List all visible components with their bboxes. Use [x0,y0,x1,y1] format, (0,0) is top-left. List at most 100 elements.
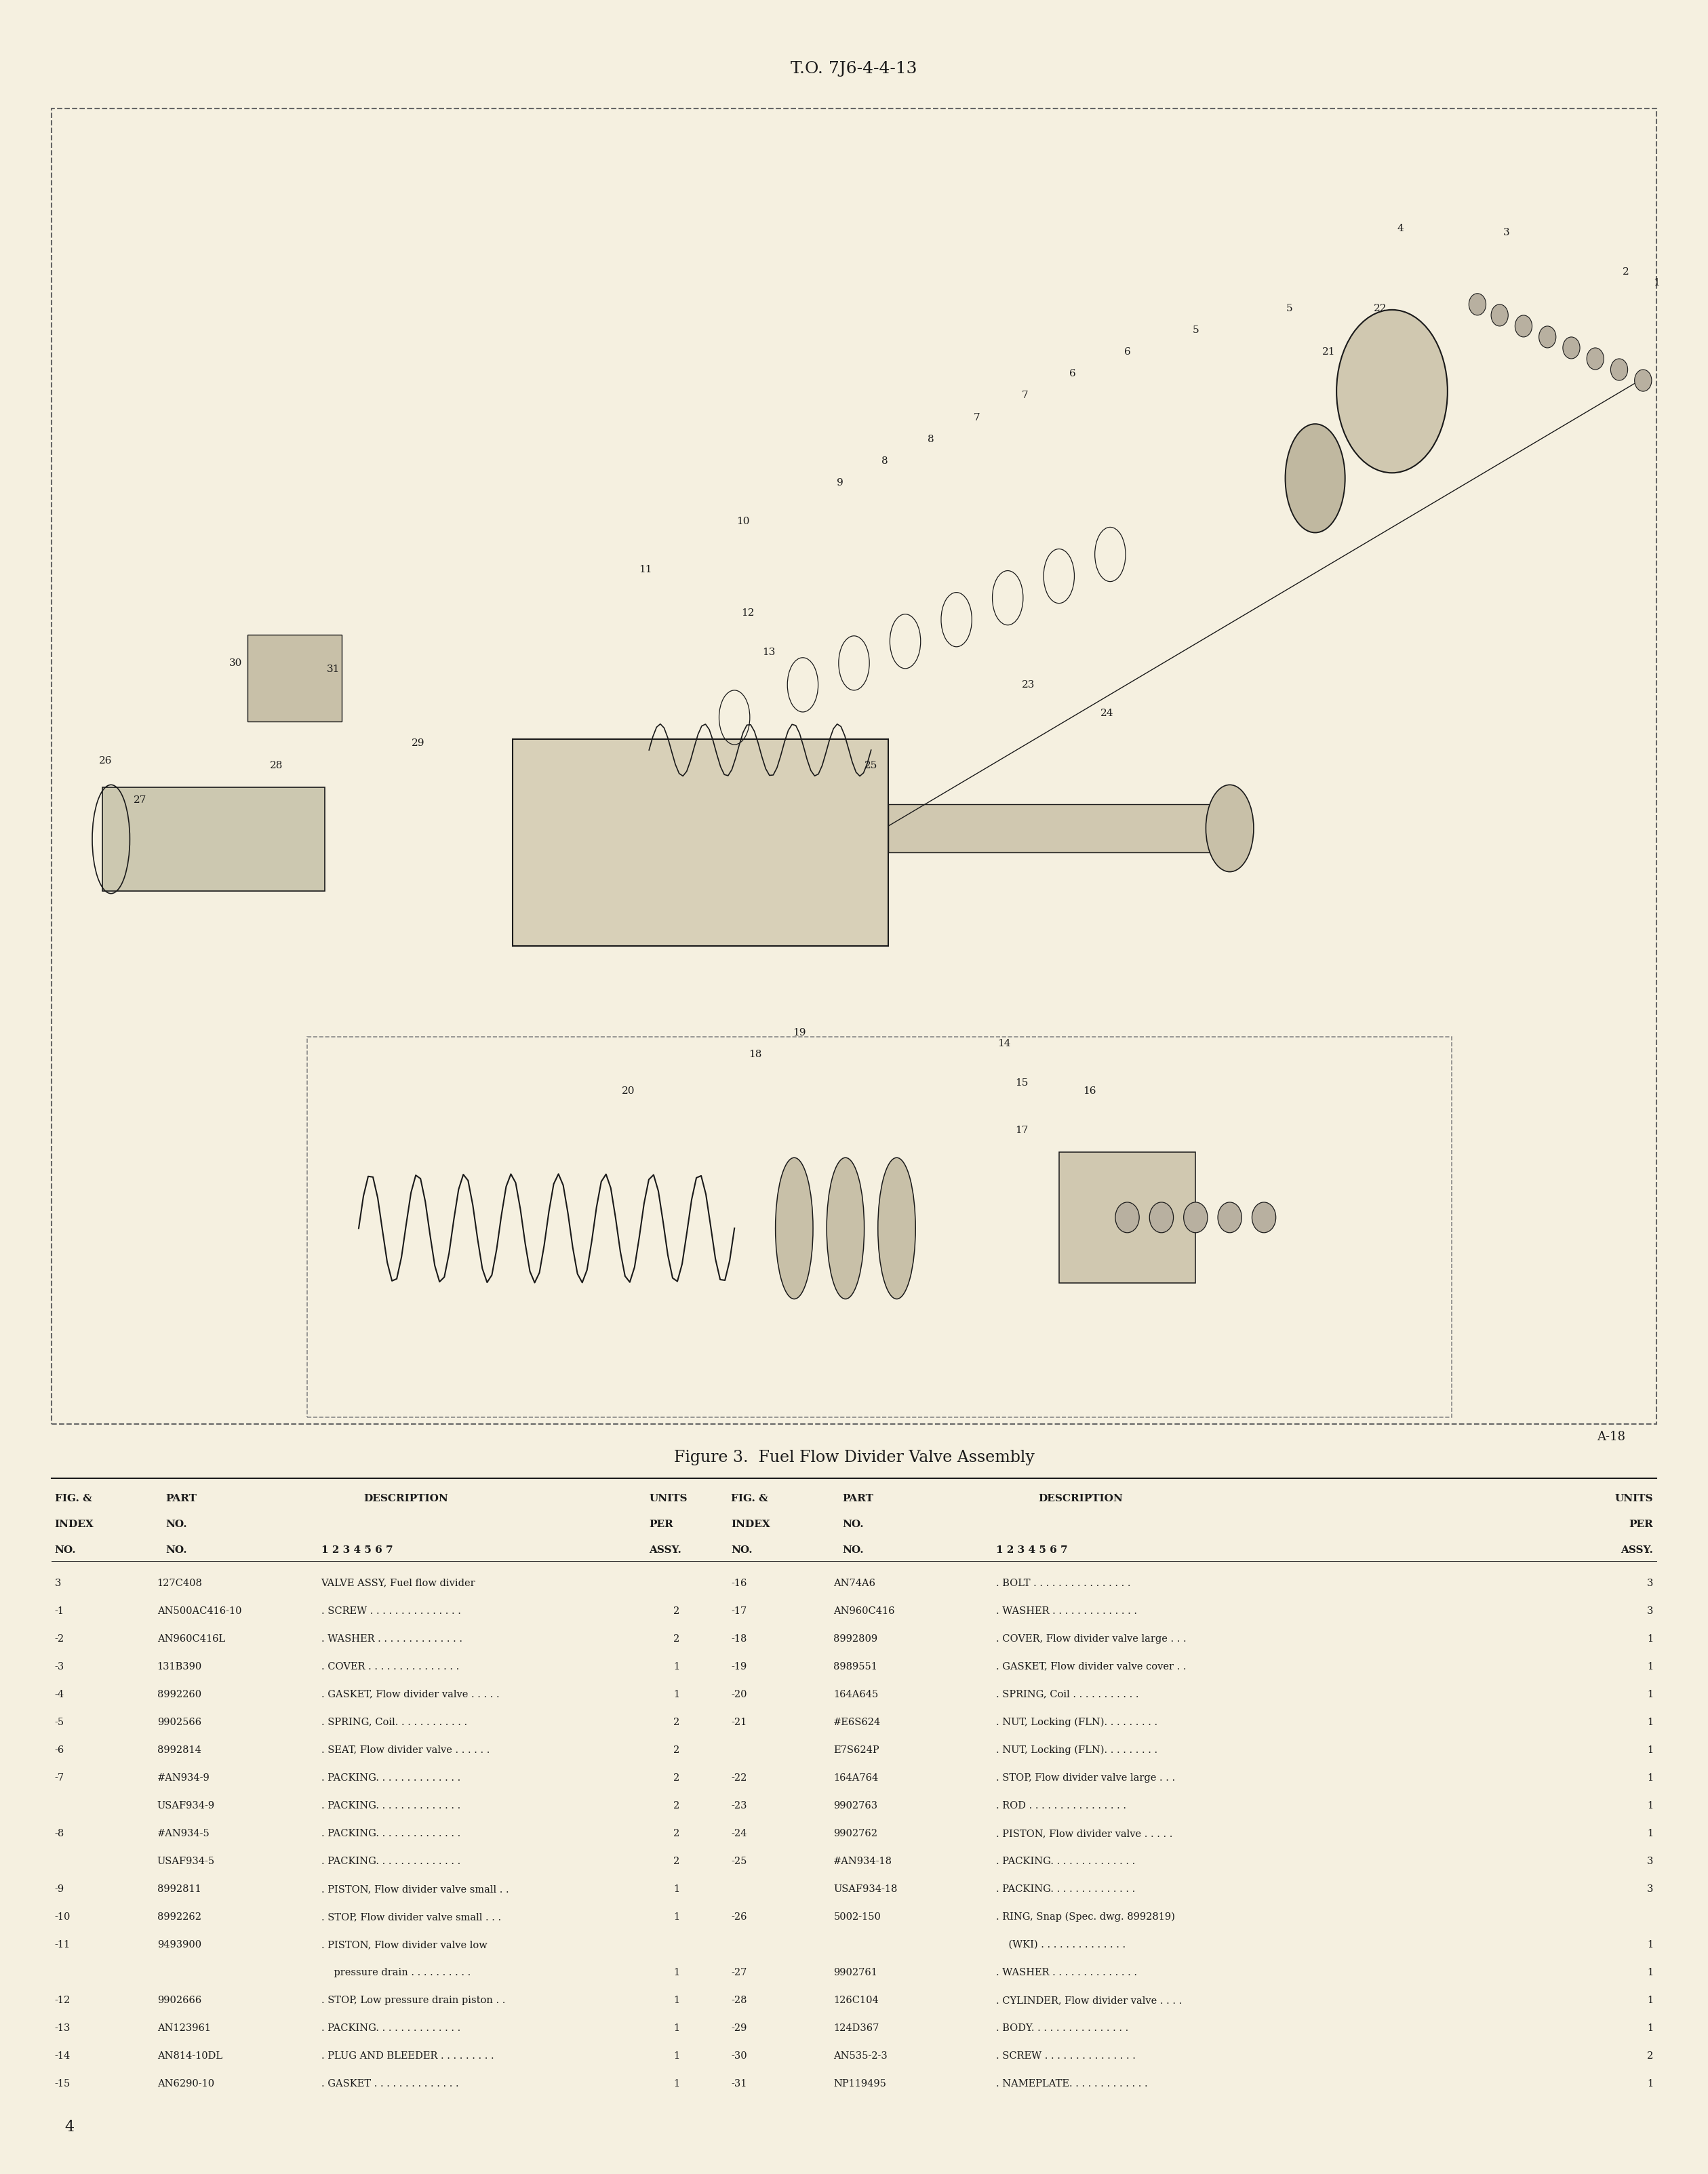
Text: NO.: NO. [55,1546,77,1554]
Text: 1 2 3 4 5 6 7: 1 2 3 4 5 6 7 [996,1546,1068,1554]
Text: 1: 1 [673,1913,680,1922]
Text: . PACKING. . . . . . . . . . . . . .: . PACKING. . . . . . . . . . . . . . [321,1774,459,1783]
Text: pressure drain . . . . . . . . . .: pressure drain . . . . . . . . . . [321,1967,470,1978]
Circle shape [1587,348,1604,370]
FancyBboxPatch shape [248,635,342,722]
Text: 8: 8 [927,435,934,443]
Text: 1: 1 [673,1996,680,2004]
Text: UNITS: UNITS [649,1494,687,1502]
Text: 164A764: 164A764 [834,1774,878,1783]
Text: . STOP, Low pressure drain piston . .: . STOP, Low pressure drain piston . . [321,1996,506,2004]
Text: 1: 1 [673,1967,680,1978]
Text: -24: -24 [731,1828,746,1839]
Text: 1: 1 [1647,1774,1653,1783]
Text: 1: 1 [1647,2024,1653,2033]
Text: 2: 2 [673,1857,680,1865]
Text: . BODY. . . . . . . . . . . . . . . .: . BODY. . . . . . . . . . . . . . . . [996,2024,1129,2033]
Text: -15: -15 [55,2078,70,2089]
Text: 4: 4 [1397,224,1404,233]
Text: . GASKET, Flow divider valve cover . .: . GASKET, Flow divider valve cover . . [996,1661,1185,1672]
Text: NO.: NO. [731,1546,753,1554]
Text: 1: 1 [1647,1746,1653,1754]
Text: 21: 21 [1322,348,1336,357]
Text: 12: 12 [741,609,755,617]
Text: . GASKET, Flow divider valve . . . . .: . GASKET, Flow divider valve . . . . . [321,1689,499,1700]
Text: NO.: NO. [166,1546,188,1554]
Text: 9: 9 [837,478,844,487]
Ellipse shape [878,1157,915,1300]
Text: 2: 2 [673,1828,680,1839]
Text: #E6S624: #E6S624 [834,1717,881,1726]
Text: 8992809: 8992809 [834,1635,878,1644]
Text: 29: 29 [412,739,425,748]
Text: 13: 13 [762,648,775,657]
Text: . PISTON, Flow divider valve small . .: . PISTON, Flow divider valve small . . [321,1885,509,1894]
Text: FIG. &: FIG. & [55,1494,92,1502]
Text: -26: -26 [731,1913,746,1922]
Text: 1: 1 [673,1885,680,1894]
Text: . PACKING. . . . . . . . . . . . . .: . PACKING. . . . . . . . . . . . . . [321,1857,459,1865]
Text: -5: -5 [55,1717,65,1726]
Text: . RING, Snap (Spec. dwg. 8992819): . RING, Snap (Spec. dwg. 8992819) [996,1913,1175,1922]
Text: 23: 23 [1021,680,1035,689]
Text: . PACKING. . . . . . . . . . . . . .: . PACKING. . . . . . . . . . . . . . [321,1800,459,1811]
Text: 8: 8 [881,457,888,465]
Text: 3: 3 [1647,1857,1653,1865]
Circle shape [1184,1202,1208,1233]
Text: . PACKING. . . . . . . . . . . . . .: . PACKING. . . . . . . . . . . . . . [996,1885,1134,1894]
Text: . STOP, Flow divider valve small . . .: . STOP, Flow divider valve small . . . [321,1913,500,1922]
Text: 20: 20 [622,1087,635,1096]
Text: 5: 5 [1192,326,1199,335]
Text: 2: 2 [673,1717,680,1726]
Text: . PACKING. . . . . . . . . . . . . .: . PACKING. . . . . . . . . . . . . . [321,1828,459,1839]
Text: 17: 17 [1015,1126,1028,1135]
Text: FIG. &: FIG. & [731,1494,769,1502]
Text: -23: -23 [731,1800,746,1811]
Text: . SEAT, Flow divider valve . . . . . .: . SEAT, Flow divider valve . . . . . . [321,1746,490,1754]
Text: ASSY.: ASSY. [1621,1546,1653,1554]
Text: 8992260: 8992260 [157,1689,202,1700]
Text: . WASHER . . . . . . . . . . . . . .: . WASHER . . . . . . . . . . . . . . [996,1967,1138,1978]
Text: -22: -22 [731,1774,746,1783]
Text: 1 2 3 4 5 6 7: 1 2 3 4 5 6 7 [321,1546,393,1554]
FancyBboxPatch shape [51,109,1657,1424]
Text: 7: 7 [974,413,980,422]
Ellipse shape [1286,424,1346,533]
Text: 9902762: 9902762 [834,1828,878,1839]
Text: -13: -13 [55,2024,70,2033]
Text: 1: 1 [673,2024,680,2033]
Text: AN123961: AN123961 [157,2024,210,2033]
Text: 8992262: 8992262 [157,1913,202,1922]
Text: ASSY.: ASSY. [649,1546,681,1554]
Text: NO.: NO. [166,1520,188,1528]
Text: NP119495: NP119495 [834,2078,886,2089]
Text: -14: -14 [55,2052,70,2061]
Text: . GASKET . . . . . . . . . . . . . .: . GASKET . . . . . . . . . . . . . . [321,2078,458,2089]
Text: -29: -29 [731,2024,746,2033]
Circle shape [1563,337,1580,359]
Text: . SCREW . . . . . . . . . . . . . . .: . SCREW . . . . . . . . . . . . . . . [996,2052,1136,2061]
Text: . NAMEPLATE. . . . . . . . . . . . .: . NAMEPLATE. . . . . . . . . . . . . [996,2078,1148,2089]
Text: (WKI) . . . . . . . . . . . . . .: (WKI) . . . . . . . . . . . . . . [996,1939,1126,1950]
Text: . PACKING. . . . . . . . . . . . . .: . PACKING. . . . . . . . . . . . . . [321,2024,459,2033]
Text: 1: 1 [673,2078,680,2089]
Circle shape [1149,1202,1173,1233]
Text: -10: -10 [55,1913,70,1922]
Text: AN6290-10: AN6290-10 [157,2078,214,2089]
Text: -4: -4 [55,1689,65,1700]
Ellipse shape [827,1157,864,1300]
Text: 2: 2 [673,1635,680,1644]
Text: -19: -19 [731,1661,746,1672]
Text: . STOP, Flow divider valve large . . .: . STOP, Flow divider valve large . . . [996,1774,1175,1783]
Text: 1: 1 [1647,1967,1653,1978]
Text: AN535-2-3: AN535-2-3 [834,2052,888,2061]
Text: 2: 2 [1647,2052,1653,2061]
Text: 1: 1 [1647,1828,1653,1839]
Text: 22: 22 [1373,304,1387,313]
Text: . WASHER . . . . . . . . . . . . . .: . WASHER . . . . . . . . . . . . . . [996,1607,1138,1615]
Text: . ROD . . . . . . . . . . . . . . . .: . ROD . . . . . . . . . . . . . . . . [996,1800,1126,1811]
Text: 5002-150: 5002-150 [834,1913,881,1922]
Text: -21: -21 [731,1717,746,1726]
Text: E7S624P: E7S624P [834,1746,880,1754]
Text: -30: -30 [731,2052,746,2061]
